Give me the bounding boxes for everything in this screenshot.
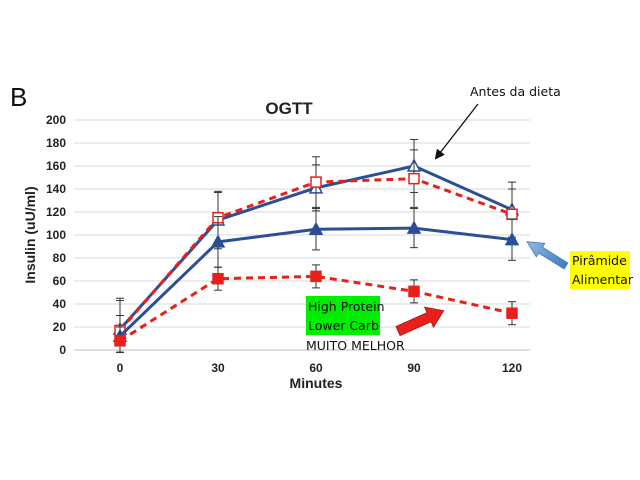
grid-lines xyxy=(74,119,530,328)
high-protein-highlight xyxy=(306,296,380,335)
data-point xyxy=(310,270,322,283)
data-point xyxy=(308,221,324,235)
x-axis-title: Minutes xyxy=(290,375,343,391)
y-tick-label: 100 xyxy=(46,228,66,242)
data-point xyxy=(210,234,226,248)
y-tick-label: 20 xyxy=(53,320,67,334)
y-tick-label: 140 xyxy=(46,182,66,196)
x-tick-label: 90 xyxy=(407,361,421,375)
annotation-pyramid-line1: Pirâmide xyxy=(572,253,627,268)
y-axis-title: Insulin (uU/ml) xyxy=(22,186,38,283)
y-tick-label: 40 xyxy=(53,297,67,311)
data-point xyxy=(506,307,518,319)
x-tick-label: 60 xyxy=(309,361,323,375)
data-point xyxy=(408,172,420,185)
pyramid-arrow xyxy=(526,241,569,270)
data-point xyxy=(506,208,518,221)
y-tick-label: 120 xyxy=(46,205,66,219)
annotation-high-protein: High Protein xyxy=(308,299,385,314)
red-arrow xyxy=(395,306,445,337)
y-tick-label: 200 xyxy=(46,113,66,127)
y-tick-label: 60 xyxy=(53,274,67,288)
y-tick-label: 0 xyxy=(59,343,66,357)
annotation-before-diet: Antes da dieta xyxy=(470,84,561,99)
panel-label: B xyxy=(10,82,27,112)
pyramid-highlight xyxy=(570,251,630,289)
before-diet-arrow xyxy=(434,103,479,160)
data-point xyxy=(504,232,520,246)
y-tick-label: 160 xyxy=(46,159,66,173)
data-point xyxy=(212,272,224,285)
data-point xyxy=(114,335,126,347)
x-tick-label: 120 xyxy=(502,361,522,375)
annotation-much-better: MUITO MELHOR xyxy=(306,338,405,353)
data-point xyxy=(406,220,422,234)
annotation-pyramid-line2: Alimentar xyxy=(572,272,634,287)
y-tick-label: 80 xyxy=(53,251,67,265)
series-layer xyxy=(112,139,520,353)
y-tick-label: 180 xyxy=(46,136,66,150)
x-tick-label: 30 xyxy=(211,361,225,375)
annotation-lower-carb: Lower Carb xyxy=(308,318,379,333)
series-line xyxy=(119,274,513,343)
y-axis-ticks: 0 20 40 60 80 100 120 140 160 180 200 xyxy=(46,113,66,357)
x-axis-ticks: 0 30 60 90 120 xyxy=(117,361,523,375)
x-tick-label: 0 xyxy=(117,361,124,375)
data-point xyxy=(408,285,420,298)
data-point xyxy=(310,176,322,188)
series-4 xyxy=(114,264,518,353)
chart-title: OGTT xyxy=(265,99,313,118)
